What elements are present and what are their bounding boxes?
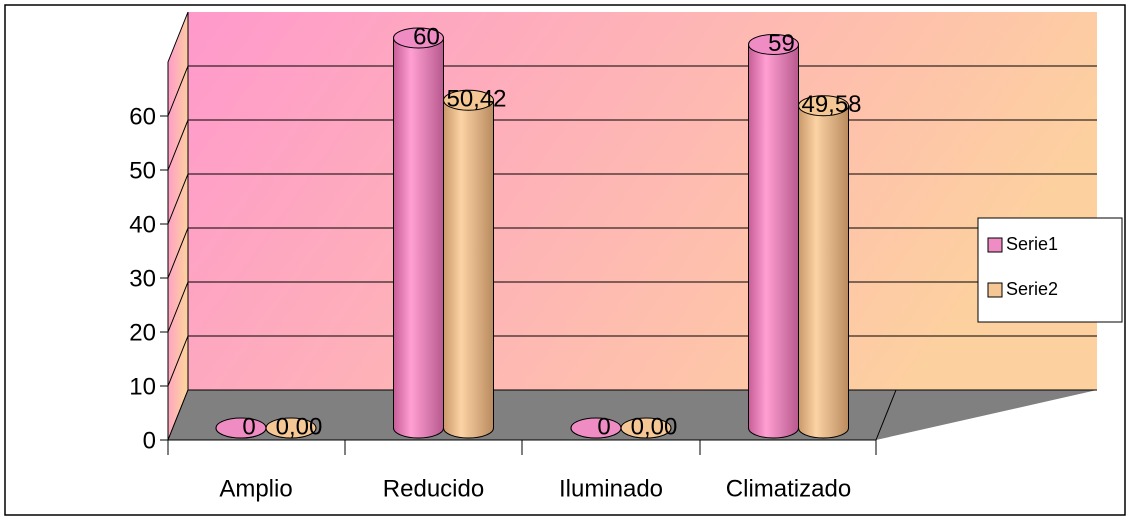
data-label: 60 [413, 23, 440, 50]
bar-body [393, 37, 444, 439]
bar-top [443, 89, 494, 111]
bar [620, 417, 672, 439]
bar-top [215, 417, 267, 439]
bar-top [570, 417, 622, 439]
bar [798, 95, 849, 439]
y-tick-label: 60 [129, 103, 156, 130]
bar [393, 27, 444, 439]
data-label: 49,58 [801, 91, 861, 118]
bar-top [393, 27, 444, 49]
side-wall [167, 11, 189, 441]
bar-top [748, 34, 799, 55]
bar-body [748, 44, 799, 439]
data-label: 0 [242, 413, 255, 440]
data-label: 0 [597, 413, 610, 440]
x-tick-label: Reducido [383, 475, 484, 502]
bar-top [620, 417, 672, 439]
legend [977, 217, 1123, 323]
data-label: 0,00 [276, 413, 323, 440]
bar [265, 417, 317, 439]
data-label: 59 [768, 30, 795, 57]
data-label: 0,00 [631, 413, 678, 440]
legend-label: Serie1 [1006, 234, 1058, 254]
x-tick-label: Amplio [219, 475, 292, 502]
x-tick-label: Climatizado [726, 475, 851, 502]
y-tick-label: 40 [129, 211, 156, 238]
legend-label: Serie2 [1006, 279, 1058, 299]
y-tick-label: 0 [143, 427, 156, 454]
bar [570, 417, 622, 439]
bar [215, 417, 267, 439]
bar [748, 34, 799, 439]
x-ticks [167, 440, 877, 455]
bar-body [443, 99, 494, 439]
legend-swatch [987, 237, 1003, 253]
x-tick-label: Iluminado [559, 475, 663, 502]
y-tick-label: 10 [129, 373, 156, 400]
legend-swatch [987, 282, 1003, 298]
data-label: 50,42 [446, 86, 506, 113]
bar-top [798, 95, 849, 117]
bar-body [798, 105, 849, 439]
bar-top [265, 417, 317, 439]
floor-edge [875, 389, 897, 441]
y-tick-label: 30 [129, 265, 156, 292]
y-tick-label: 20 [129, 319, 156, 346]
back-wall [188, 12, 1097, 390]
y-tick-label: 50 [129, 157, 156, 184]
bar [443, 89, 494, 439]
